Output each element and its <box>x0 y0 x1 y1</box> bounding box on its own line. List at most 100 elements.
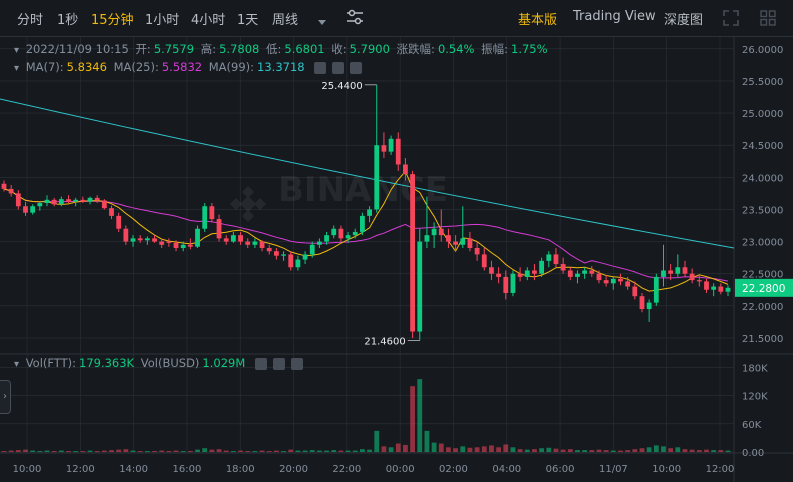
volume-bar <box>252 451 258 453</box>
ma7-line <box>3 170 729 292</box>
volume-bar <box>87 450 93 452</box>
layout-grid-icon[interactable] <box>759 9 777 31</box>
settings-icon[interactable] <box>272 357 285 370</box>
candle-body <box>431 228 437 236</box>
volume-bar <box>524 449 530 452</box>
open-label: 开: <box>135 42 151 56</box>
interval-tab-6[interactable]: 周线 <box>272 13 299 28</box>
candle-body <box>582 270 588 274</box>
candle-body <box>424 235 430 242</box>
candle-body <box>567 270 573 277</box>
candle-body <box>603 280 609 284</box>
close-icon[interactable] <box>290 357 303 370</box>
view-tab-0[interactable]: 基本版 <box>518 13 558 28</box>
volume-bar <box>152 451 157 453</box>
candle-body <box>446 235 451 242</box>
candle-body <box>639 296 645 310</box>
candle-body <box>589 270 595 274</box>
grid-lines <box>0 36 793 482</box>
time-tick-label: 16:00 <box>173 464 202 475</box>
candle-body <box>101 200 107 209</box>
volume-bar <box>101 450 107 452</box>
collapse-icon[interactable]: ▾ <box>14 45 20 56</box>
view-tab-1[interactable]: Trading View <box>573 9 656 24</box>
time-tick-label: 12:00 <box>66 464 95 475</box>
time-tick-label: 06:00 <box>546 464 575 475</box>
volume-bar <box>180 451 186 453</box>
candle-body <box>223 238 229 242</box>
price-tick-label: 26.0000 <box>742 45 783 56</box>
volume-bar <box>653 445 659 452</box>
volume-bar <box>725 450 731 452</box>
candle-body <box>661 270 666 277</box>
volume-bar <box>302 450 308 452</box>
volume-bar <box>352 450 358 452</box>
indicator-settings-icon[interactable] <box>346 9 364 29</box>
candle-body <box>144 238 150 241</box>
fullscreen-icon[interactable] <box>722 9 740 31</box>
interval-tab-1[interactable]: 1秒 <box>57 13 79 28</box>
visibility-toggle-icon[interactable] <box>254 357 267 370</box>
expand-panel-handle[interactable]: › <box>0 380 11 414</box>
candle-body <box>510 273 516 293</box>
candle-body <box>202 206 208 229</box>
visibility-toggle-icon[interactable] <box>314 61 327 74</box>
candle-body <box>546 254 552 261</box>
volume-bar <box>324 450 329 452</box>
candle-body <box>553 254 559 265</box>
interval-tab-4[interactable]: 4小时 <box>191 13 226 28</box>
volume-bar <box>58 450 64 452</box>
candle-body <box>503 276 509 293</box>
chevron-down-icon[interactable] <box>317 12 327 31</box>
volume-bar <box>481 446 487 452</box>
amplitude-label: 振幅: <box>481 42 509 56</box>
close-icon[interactable] <box>350 61 363 74</box>
volume-bar <box>159 450 165 452</box>
settings-icon[interactable] <box>332 61 345 74</box>
ohlc-legend: ▾ 2022/11/09 10:15 开: 5.7579 高: 5.7808 低: 5… <box>14 41 551 57</box>
candle-body <box>618 278 623 282</box>
open-value: 5.7579 <box>153 42 195 56</box>
ma99-label: MA(99): <box>208 60 255 74</box>
volume-bar <box>37 451 43 453</box>
price-tick-label: 21.5000 <box>742 334 783 345</box>
volume-bar <box>503 444 509 452</box>
interval-tab-3[interactable]: 1小时 <box>145 13 180 28</box>
volume-bar <box>682 449 688 452</box>
volume-bar <box>553 448 559 452</box>
price-tick-label: 24.0000 <box>742 173 783 184</box>
interval-tab-0[interactable]: 分时 <box>17 13 44 28</box>
candle-body <box>460 238 466 245</box>
candle-body <box>410 174 415 332</box>
candle-body <box>395 138 401 165</box>
volume-bar <box>187 451 193 453</box>
ma7-value: 5.8346 <box>66 60 107 74</box>
volume-tick-label: 60K <box>742 420 762 431</box>
volume-bar <box>625 450 631 452</box>
volume-bar <box>689 449 695 452</box>
high-label: 高: <box>200 42 217 56</box>
volume-bar <box>30 450 36 452</box>
collapse-icon[interactable]: ▾ <box>14 63 20 74</box>
ma25-label: MA(25): <box>113 60 159 74</box>
candle-body <box>173 242 179 248</box>
volume-bar <box>230 451 236 453</box>
interval-tab-2[interactable]: 15分钟 <box>91 13 134 28</box>
candle-body <box>610 278 616 284</box>
candle-body <box>245 241 251 245</box>
candle-body <box>675 267 681 274</box>
volume-bar <box>589 450 595 452</box>
volume-bar <box>474 447 480 452</box>
interval-tab-5[interactable]: 1天 <box>237 13 259 28</box>
collapse-icon[interactable]: ▾ <box>14 359 20 370</box>
time-tick-label: 10:00 <box>13 464 42 475</box>
volume-bar <box>546 447 552 452</box>
view-tab-2[interactable]: 深度图 <box>664 13 704 28</box>
candlestick-chart[interactable]: BINANCE 25.4400 21.4600 26.0000 25.5000 25.… <box>0 36 793 482</box>
volume-bar <box>489 445 494 452</box>
candle-body <box>51 199 57 205</box>
candle-body <box>438 228 444 236</box>
volume-bar <box>80 451 86 453</box>
candle-body <box>166 241 172 243</box>
volume-bar <box>381 446 387 452</box>
